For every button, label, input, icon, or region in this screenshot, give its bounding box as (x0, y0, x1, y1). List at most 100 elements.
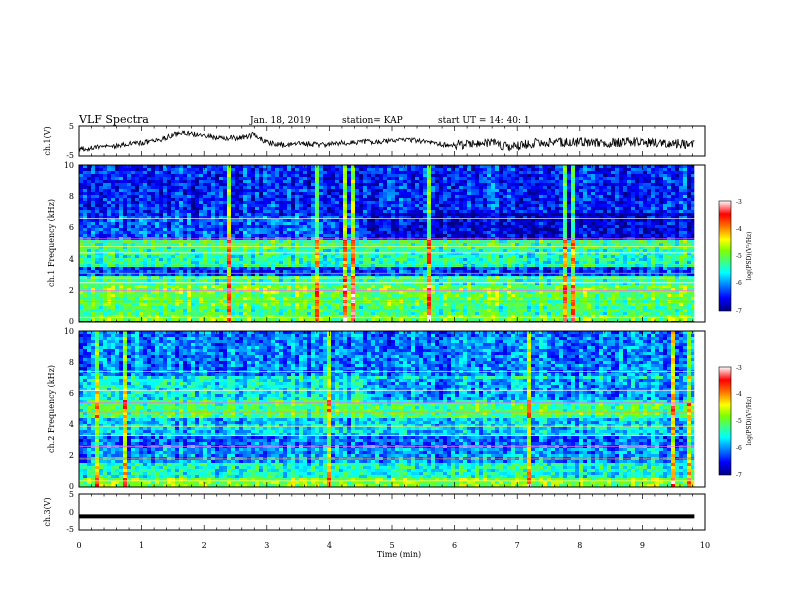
spectrogram-cell (451, 192, 455, 195)
spectrogram-cell (175, 213, 179, 216)
spectrogram-cell (175, 225, 179, 228)
spectrogram-cell (87, 174, 91, 177)
spectrogram-cell (235, 171, 239, 174)
spectrogram-cell (567, 168, 571, 171)
spectrogram-cell (595, 225, 599, 228)
spectrogram-cell (339, 258, 343, 261)
spectrogram-cell (543, 252, 547, 255)
spectrogram-cell (655, 225, 659, 228)
spectrogram-cell (615, 174, 619, 177)
spectrogram-cell (123, 177, 127, 180)
spectrogram-cell (135, 222, 139, 225)
spectrogram-cell (103, 249, 107, 252)
spectrogram-cell (275, 201, 279, 204)
spectrogram-cell (627, 171, 631, 174)
spectrogram-cell (591, 195, 595, 198)
spectrogram-cell (363, 186, 367, 189)
spectrogram-cell (143, 243, 147, 246)
spectrogram-cell (431, 201, 435, 204)
spectrogram-cell (667, 246, 671, 249)
spectrogram-cell (387, 165, 391, 168)
spectrogram-cell (447, 225, 451, 228)
spectrogram-cell (659, 192, 663, 195)
spectrogram-cell (239, 255, 243, 258)
spectrogram-cell (595, 165, 599, 168)
spectrogram-cell (327, 249, 331, 252)
spectrogram-cell (103, 198, 107, 201)
spectrogram-cell (435, 216, 439, 219)
spectrogram-cell (587, 198, 591, 201)
spectrogram-cell (239, 222, 243, 225)
spectrogram-cell (635, 210, 639, 213)
spectrogram-cell (355, 189, 359, 192)
spectrogram-cell (575, 186, 579, 189)
spectrogram-cell (519, 195, 523, 198)
spectrogram-cell (135, 225, 139, 228)
spectrogram-cell (207, 249, 211, 252)
spectrogram-cell (179, 198, 183, 201)
spectrogram-cell (355, 210, 359, 213)
spectrogram-cell (343, 183, 347, 186)
spectrogram-cell (543, 255, 547, 258)
spectrogram-cell (199, 210, 203, 213)
spectrogram-cell (175, 198, 179, 201)
spectrogram-cell (87, 258, 91, 261)
spectrogram-cell (419, 258, 423, 261)
spectrogram-cell (223, 231, 227, 234)
spectrogram-cell (583, 234, 587, 237)
spectrogram-cell (315, 192, 319, 195)
spectrogram-cell (355, 219, 359, 222)
spectrogram-cell (179, 201, 183, 204)
spectrogram-cell (647, 252, 651, 255)
spectrogram-cell (607, 174, 611, 177)
spectrogram-cell (131, 198, 135, 201)
spectrogram-cell (167, 249, 171, 252)
spectrogram-cell (127, 222, 131, 225)
spectrogram-cell (607, 255, 611, 258)
spectrogram-cell (551, 216, 555, 219)
spectrogram-cell (371, 231, 375, 234)
spectrogram-cell (107, 225, 111, 228)
spectrogram-cell (383, 249, 387, 252)
spectrogram-cell (151, 219, 155, 222)
spectrogram-cell (391, 180, 395, 183)
spectrogram-cell (459, 258, 463, 261)
spectrogram-cell (419, 204, 423, 207)
spectrogram-cell (183, 183, 187, 186)
spectrogram-cell (131, 252, 135, 255)
spectrogram-cell (203, 246, 207, 249)
spectrogram-cell (195, 189, 199, 192)
spectrogram-cell (459, 255, 463, 258)
spectrogram-cell (247, 195, 251, 198)
spectrogram-cell (531, 234, 535, 237)
spectrogram-cell (303, 252, 307, 255)
spectrogram-cell (375, 183, 379, 186)
spectrogram-cell (363, 210, 367, 213)
spectrogram-cell (623, 183, 627, 186)
spectrogram-cell (139, 225, 143, 228)
spectrogram-cell (283, 192, 287, 195)
spectrogram-cell (151, 192, 155, 195)
spectrogram-cell (371, 216, 375, 219)
spectrogram-cell (423, 231, 427, 234)
spectrogram-cell (347, 180, 351, 183)
spectrogram-cell (423, 180, 427, 183)
spectrogram-cell (491, 243, 495, 246)
spectrogram-cell (571, 249, 575, 252)
spectrogram-cell (615, 228, 619, 231)
spectrogram-cell (527, 243, 531, 246)
spectrogram-cell (663, 204, 667, 207)
spectrogram-cell (111, 258, 115, 261)
spectrogram-cell (471, 192, 475, 195)
spectrogram-cell (375, 213, 379, 216)
spectrogram-cell (147, 168, 151, 171)
spectrogram-cell (199, 249, 203, 252)
spectrogram-cell (191, 180, 195, 183)
spectrogram-cell (303, 258, 307, 261)
spectrogram-cell (171, 222, 175, 225)
spectrogram-cell (403, 222, 407, 225)
spectrogram-cell (651, 246, 655, 249)
spectrogram-cell (587, 216, 591, 219)
spectrogram-cell (195, 183, 199, 186)
spectrogram-cell (687, 216, 691, 219)
